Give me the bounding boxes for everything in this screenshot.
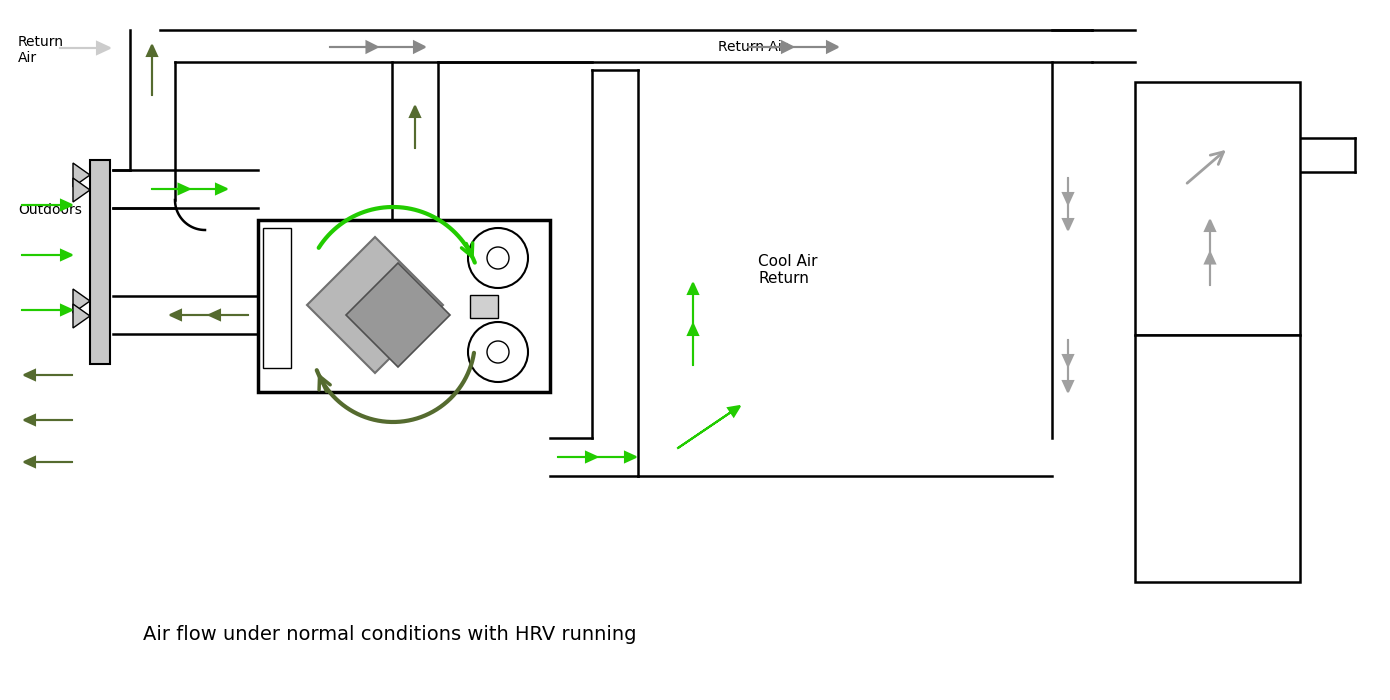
Bar [1136,335,1300,582]
FancyArrow shape [557,452,596,462]
FancyArrow shape [678,406,739,448]
FancyArrow shape [329,41,378,52]
FancyArrow shape [596,452,637,462]
Polygon shape [346,263,450,367]
FancyArrow shape [22,305,72,315]
Polygon shape [74,304,90,328]
FancyArrow shape [60,42,110,54]
Bar [263,228,291,368]
FancyArrow shape [152,184,189,194]
FancyArrow shape [189,184,227,194]
Circle shape [468,322,528,382]
Text: Return Air: Return Air [719,40,788,54]
FancyArrow shape [378,41,425,52]
FancyArrow shape [688,283,698,324]
Polygon shape [74,178,90,202]
FancyArrow shape [24,370,72,380]
Bar [1136,82,1300,335]
FancyArrow shape [410,106,420,148]
Bar [90,160,110,364]
Text: Outdoors: Outdoors [18,203,82,217]
FancyArrow shape [24,415,72,425]
FancyArrow shape [208,310,247,320]
Circle shape [486,341,509,363]
FancyArrow shape [748,41,794,52]
FancyArrow shape [147,45,157,95]
Text: Air flow under normal conditions with HRV running: Air flow under normal conditions with HR… [143,626,637,645]
FancyArrow shape [1205,253,1215,285]
FancyArrow shape [22,200,72,210]
Polygon shape [307,237,443,373]
Polygon shape [74,289,90,313]
Bar [470,295,498,318]
Circle shape [486,247,509,269]
FancyArrow shape [1063,340,1073,366]
FancyArrow shape [794,41,838,52]
Bar [259,220,550,392]
FancyArrow shape [1063,178,1073,204]
FancyArrow shape [22,250,72,260]
Circle shape [468,228,528,288]
Text: Forced Air
Furnace: Forced Air Furnace [1169,439,1265,478]
FancyArrow shape [170,310,208,320]
FancyArrow shape [688,324,698,365]
FancyArrow shape [1205,220,1215,253]
Polygon shape [74,163,90,187]
FancyArrow shape [24,457,72,467]
Text: Cool Air
Return: Cool Air Return [758,254,817,286]
FancyArrow shape [1063,366,1073,392]
Text: Return
Air: Return Air [18,35,64,65]
FancyArrow shape [1063,204,1073,230]
